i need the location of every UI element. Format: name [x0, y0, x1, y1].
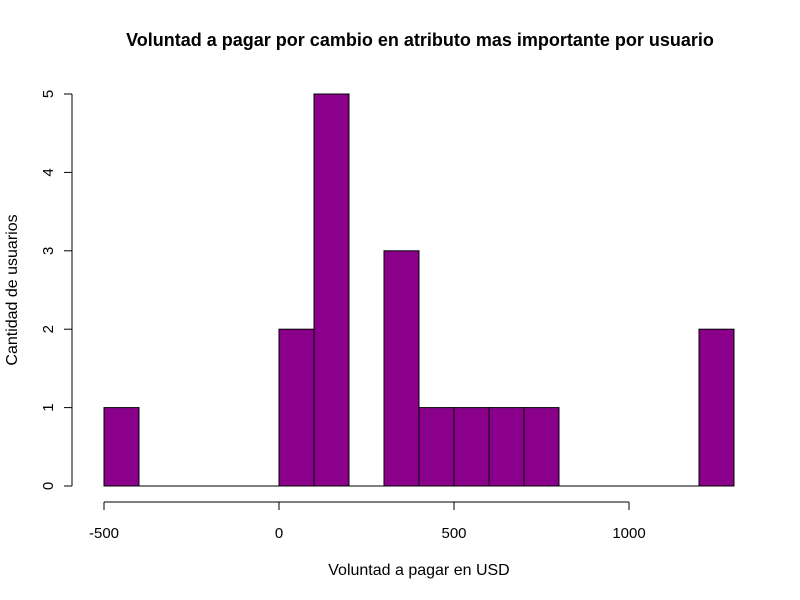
- x-tick-label: 500: [441, 525, 466, 542]
- histogram-bar-0: [103, 407, 140, 487]
- histogram-bar-12: [523, 407, 560, 487]
- y-tick-label: 3: [40, 247, 57, 255]
- y-tick-label: 5: [40, 90, 57, 98]
- y-axis-label: Cantidad de usuarios: [4, 214, 21, 365]
- histogram-bar-5: [278, 328, 315, 487]
- x-tick-label: 0: [275, 525, 283, 542]
- x-tick-label: 1000: [612, 525, 645, 542]
- y-tick-label: 4: [40, 168, 57, 176]
- x-tick-label: -500: [89, 525, 119, 542]
- y-axis: 0 1 2 3 4 5: [40, 90, 73, 490]
- bars-group: [103, 93, 735, 487]
- chart-title: Voluntad a pagar por cambio en atributo …: [126, 30, 714, 50]
- histogram-bar-10: [453, 407, 490, 487]
- histogram-bar-17: [698, 328, 735, 487]
- x-axis: -500 0 500 1000: [89, 501, 646, 542]
- histogram-bar-9: [418, 407, 455, 487]
- histogram-bar-8: [383, 250, 420, 487]
- x-axis-label: Voluntad a pagar en USD: [328, 562, 509, 579]
- y-tick-label: 1: [40, 403, 57, 411]
- y-tick-label: 2: [40, 325, 57, 333]
- histogram-bar-11: [488, 407, 525, 487]
- histogram-bar-6: [313, 93, 350, 487]
- y-tick-label: 0: [40, 482, 57, 490]
